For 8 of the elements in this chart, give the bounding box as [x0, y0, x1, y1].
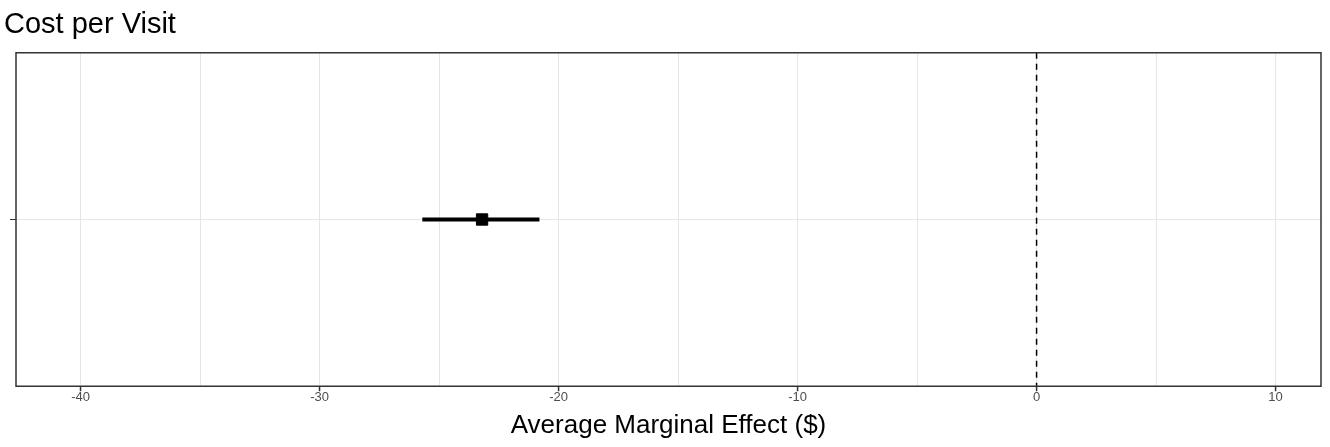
x-tick-label: -40	[71, 388, 90, 404]
chart-title: Cost per Visit	[4, 7, 176, 40]
x-tick-label: -30	[310, 388, 329, 404]
x-tick-label: 0	[1032, 388, 1041, 404]
x-tick-label: 10	[1268, 388, 1283, 404]
x-tick-label: -20	[549, 388, 568, 404]
x-axis-title: Average Marginal Effect ($)	[510, 408, 827, 439]
x-tick-label: -10	[788, 388, 807, 404]
